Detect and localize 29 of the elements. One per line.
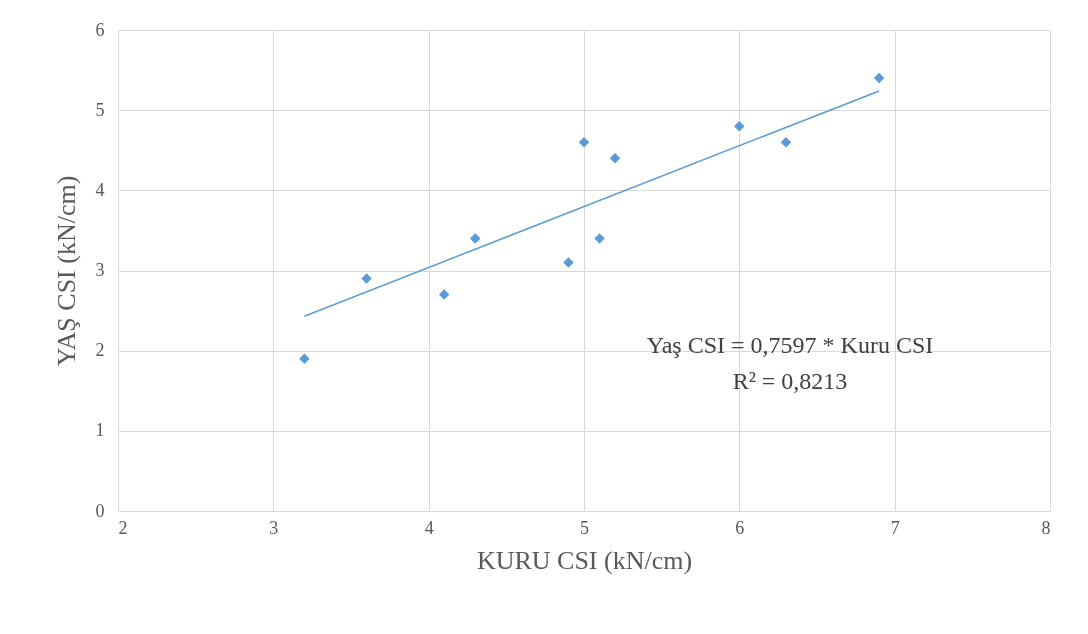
x-tick-label: 2: [118, 517, 128, 538]
point: [361, 273, 372, 284]
point: [780, 136, 792, 148]
x-tick-label: 4: [424, 517, 434, 538]
y-tick-label: 2: [95, 340, 105, 361]
y-axis-title: YAŞ CSI (kN/cm): [51, 175, 81, 367]
point: [470, 233, 481, 244]
x-tick-label: 8: [1041, 517, 1051, 538]
point: [578, 136, 590, 148]
x-tick-label: 7: [890, 517, 900, 538]
y-tick-label: 0: [95, 500, 105, 521]
y-tick-label: 4: [95, 179, 105, 200]
y-tick-label: 1: [95, 420, 105, 441]
annotation: Yaş CSI = 0,7597 * Kuru CSI: [646, 332, 934, 358]
x-tick-label: 3: [269, 517, 279, 538]
point: [438, 289, 450, 300]
y-tick-label: 3: [95, 260, 105, 280]
point: [873, 72, 885, 84]
point: [563, 257, 574, 268]
point: [594, 233, 605, 244]
x-axis-title: KURU CSI (kN/cm): [476, 545, 693, 575]
point: [609, 153, 621, 164]
y-tick-label: 6: [95, 19, 105, 40]
annotation: R² = 0,8213: [732, 368, 848, 394]
point: [734, 120, 745, 132]
x-tick-label: 6: [735, 517, 745, 538]
x-tick-label: 5: [580, 517, 589, 538]
y-tick-label: 5: [95, 99, 105, 120]
point: [299, 353, 310, 364]
